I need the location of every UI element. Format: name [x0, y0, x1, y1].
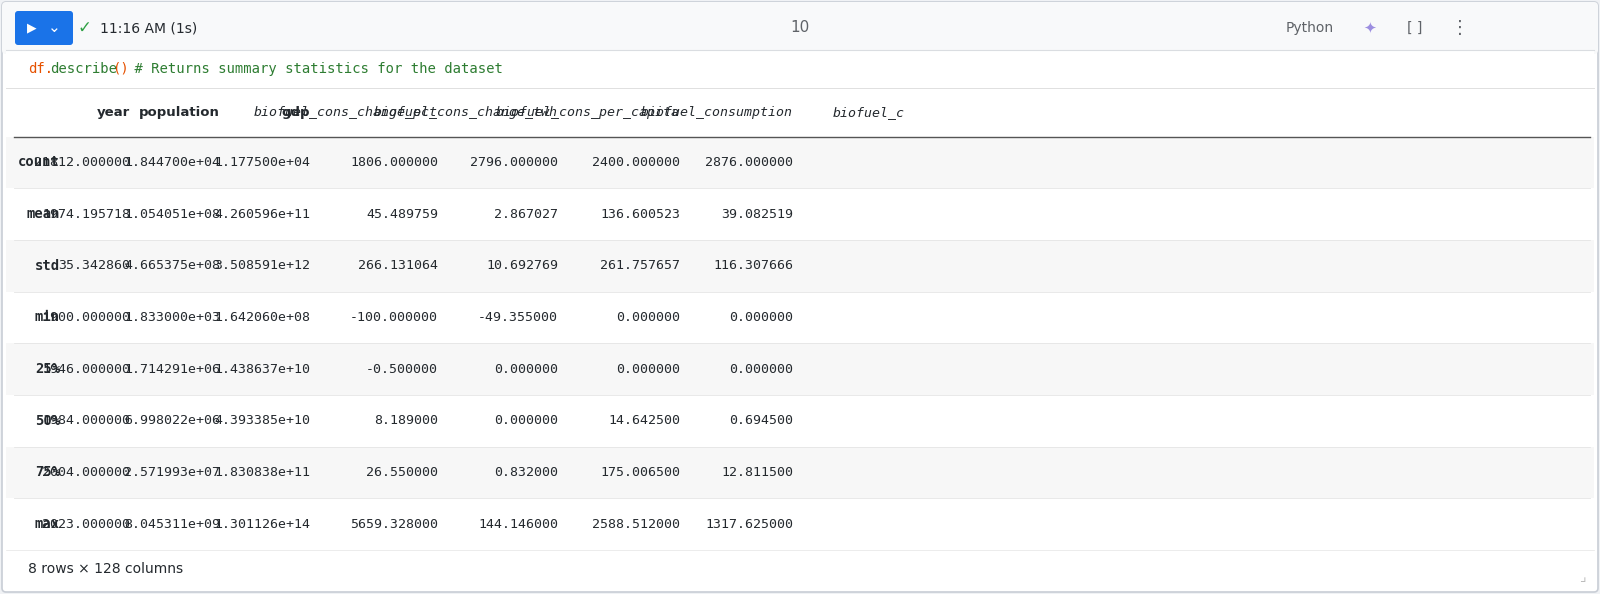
Text: 1.714291e+06: 1.714291e+06	[125, 363, 221, 375]
Text: 8.189000: 8.189000	[374, 415, 438, 427]
Text: min: min	[35, 311, 61, 324]
Text: mean: mean	[27, 207, 61, 221]
Text: ⋮: ⋮	[1451, 19, 1469, 37]
Text: 261.757657: 261.757657	[600, 260, 680, 272]
Text: 12.811500: 12.811500	[722, 466, 794, 479]
Text: 0.000000: 0.000000	[616, 311, 680, 324]
Bar	[6, 6, 1594, 50]
Text: 4.665375e+08: 4.665375e+08	[125, 260, 221, 272]
Text: 1984.000000: 1984.000000	[42, 415, 130, 427]
Text: year: year	[96, 106, 130, 119]
Text: df.: df.	[29, 62, 53, 76]
Text: 39.082519: 39.082519	[722, 208, 794, 220]
Text: 10: 10	[790, 21, 810, 36]
Text: 2400.000000: 2400.000000	[592, 156, 680, 169]
Text: 1317.625000: 1317.625000	[706, 517, 794, 530]
Text: 14.642500: 14.642500	[608, 415, 680, 427]
Text: 0.000000: 0.000000	[616, 363, 680, 375]
Text: 4.260596e+11: 4.260596e+11	[214, 208, 310, 220]
Text: 1.438637e+10: 1.438637e+10	[214, 363, 310, 375]
Text: 11:16 AM (1s): 11:16 AM (1s)	[99, 21, 197, 35]
Text: -49.355000: -49.355000	[478, 311, 558, 324]
Bar	[6, 498, 1594, 550]
Text: 0.000000: 0.000000	[494, 415, 558, 427]
FancyBboxPatch shape	[2, 2, 1598, 54]
Text: 1.301126e+14: 1.301126e+14	[214, 517, 310, 530]
Text: 10.692769: 10.692769	[486, 260, 558, 272]
Text: 8 rows × 128 columns: 8 rows × 128 columns	[29, 562, 182, 576]
Text: biofuel_consumption: biofuel_consumption	[642, 106, 794, 119]
Text: 3.508591e+12: 3.508591e+12	[214, 260, 310, 272]
Text: 2.571993e+07: 2.571993e+07	[125, 466, 221, 479]
Text: 2588.512000: 2588.512000	[592, 517, 680, 530]
Text: 8.045311e+09: 8.045311e+09	[125, 517, 221, 530]
Text: ⌟: ⌟	[1579, 570, 1586, 584]
Text: 0.694500: 0.694500	[730, 415, 794, 427]
Text: 0.000000: 0.000000	[494, 363, 558, 375]
Bar	[6, 188, 1594, 240]
Text: 2004.000000: 2004.000000	[42, 466, 130, 479]
Bar	[6, 292, 1594, 343]
Bar	[6, 50, 1594, 88]
Text: 45.489759: 45.489759	[366, 208, 438, 220]
Text: 1.830838e+11: 1.830838e+11	[214, 466, 310, 479]
Text: 1.177500e+04: 1.177500e+04	[214, 156, 310, 169]
Text: 136.600523: 136.600523	[600, 208, 680, 220]
FancyBboxPatch shape	[14, 11, 74, 45]
Text: 266.131064: 266.131064	[358, 260, 438, 272]
Text: ⌄: ⌄	[48, 21, 61, 36]
Text: biofuel_cons_per_capita: biofuel_cons_per_capita	[496, 106, 680, 119]
Text: population: population	[139, 106, 221, 119]
Text: biofuel_c: biofuel_c	[834, 106, 906, 119]
Text: 2.867027: 2.867027	[494, 208, 558, 220]
Text: 50%: 50%	[35, 414, 61, 428]
Text: (): ()	[112, 62, 128, 76]
Text: 1.054051e+08: 1.054051e+08	[125, 208, 221, 220]
Text: 175.006500: 175.006500	[600, 466, 680, 479]
Text: 1974.195718: 1974.195718	[42, 208, 130, 220]
Text: 35.342860: 35.342860	[58, 260, 130, 272]
Bar	[6, 550, 1594, 588]
Text: 5659.328000: 5659.328000	[350, 517, 438, 530]
Text: 0.000000: 0.000000	[730, 363, 794, 375]
Text: 1.844700e+04: 1.844700e+04	[125, 156, 221, 169]
Text: 116.307666: 116.307666	[714, 260, 794, 272]
Text: 26.550000: 26.550000	[366, 466, 438, 479]
Bar	[6, 240, 1594, 292]
Text: 75%: 75%	[35, 466, 61, 479]
Text: gdp: gdp	[282, 106, 310, 119]
Text: std: std	[35, 259, 61, 273]
Text: 1.642060e+08: 1.642060e+08	[214, 311, 310, 324]
Text: 1946.000000: 1946.000000	[42, 363, 130, 375]
Text: biofuel_cons_change_pct: biofuel_cons_change_pct	[254, 106, 438, 119]
Bar	[6, 137, 1594, 188]
Text: 1.833000e+03: 1.833000e+03	[125, 311, 221, 324]
Text: 25%: 25%	[35, 362, 61, 376]
Text: describe: describe	[50, 62, 117, 76]
Text: ▶: ▶	[27, 21, 37, 34]
Text: 21812.000000: 21812.000000	[34, 156, 130, 169]
Text: count: count	[18, 156, 61, 169]
Bar	[6, 88, 1594, 550]
Text: 1806.000000: 1806.000000	[350, 156, 438, 169]
Text: 2023.000000: 2023.000000	[42, 517, 130, 530]
Text: 144.146000: 144.146000	[478, 517, 558, 530]
Text: -100.000000: -100.000000	[350, 311, 438, 324]
Text: # Returns summary statistics for the dataset: # Returns summary statistics for the dat…	[126, 62, 502, 76]
Text: 0.000000: 0.000000	[730, 311, 794, 324]
Text: [ ]: [ ]	[1408, 21, 1422, 35]
Text: ✦: ✦	[1363, 21, 1376, 36]
Text: biofuel_cons_change_twh: biofuel_cons_change_twh	[374, 106, 558, 119]
Text: 0.832000: 0.832000	[494, 466, 558, 479]
Text: max: max	[35, 517, 61, 531]
Text: 6.998022e+06: 6.998022e+06	[125, 415, 221, 427]
Bar	[6, 395, 1594, 447]
Text: 2876.000000: 2876.000000	[706, 156, 794, 169]
Bar	[6, 343, 1594, 395]
Bar	[6, 447, 1594, 498]
Text: 4.393385e+10: 4.393385e+10	[214, 415, 310, 427]
Text: 2796.000000: 2796.000000	[470, 156, 558, 169]
Text: Python: Python	[1286, 21, 1334, 35]
Text: ✓: ✓	[77, 19, 91, 37]
